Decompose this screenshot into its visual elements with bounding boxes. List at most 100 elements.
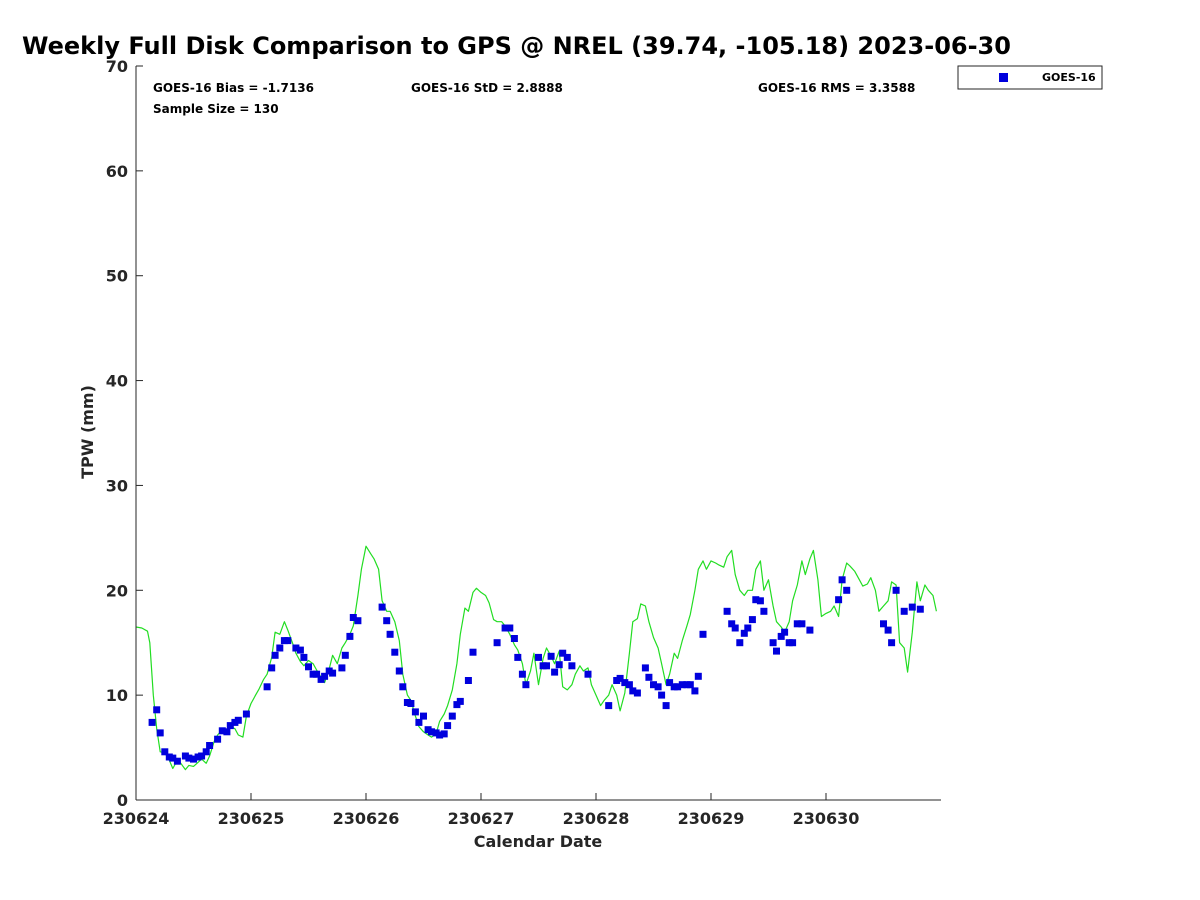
- goes-16-data-point: [633, 689, 641, 697]
- y-tick-label: 50: [106, 267, 128, 286]
- goes-16-data-point: [666, 679, 674, 687]
- goes-16-data-point: [436, 731, 444, 739]
- goes-16-data-point: [456, 697, 464, 705]
- x-tick-label: 230629: [678, 809, 745, 828]
- y-tick-label: 0: [117, 791, 128, 810]
- goes-16-data-point: [399, 683, 407, 691]
- goes-16-data-point: [173, 757, 181, 765]
- goes-16-data-point: [744, 624, 752, 632]
- goes-16-data-point: [444, 722, 452, 730]
- goes-16-data-point: [645, 673, 653, 681]
- goes-16-data-point: [420, 712, 427, 720]
- goes-16-data-point: [916, 605, 924, 613]
- goes-16-data-point: [338, 664, 346, 672]
- goes-16-data-point: [798, 620, 806, 628]
- goes-16-data-point: [740, 629, 748, 637]
- goes-16-data-point: [888, 639, 896, 647]
- goes-16-data-point: [650, 681, 657, 689]
- bias-stat: GOES-16 Bias = -1.7136: [153, 81, 314, 95]
- goes-16-marker-layer: [148, 576, 924, 765]
- goes-16-data-point: [263, 683, 271, 691]
- goes-16-data-point: [469, 648, 477, 656]
- legend: GOES-16: [957, 65, 1103, 90]
- y-axis-label: TPW (mm): [78, 385, 97, 479]
- goes-16-data-point: [654, 683, 662, 691]
- goes-16-data-point: [900, 607, 908, 615]
- goes-16-data-point: [559, 649, 567, 657]
- goes-16-data-point: [354, 617, 362, 625]
- goes-16-data-point: [880, 620, 887, 628]
- goes-16-data-point: [518, 670, 526, 678]
- goes-16-data-point: [543, 662, 550, 670]
- goes-16-data-point: [268, 664, 276, 672]
- goes-16-data-point: [428, 728, 435, 736]
- goes-16-data-point: [329, 669, 337, 677]
- x-axis-ticks: 230624 230625 230626 230627 230628 230629 2306…: [103, 793, 859, 828]
- goes-16-data-point: [568, 662, 576, 670]
- goes-16-data-point: [242, 710, 250, 718]
- goes-16-data-point: [777, 632, 785, 640]
- legend-goes-16-label: GOES-16: [1042, 71, 1096, 84]
- goes-16-data-point: [386, 630, 394, 638]
- goes-16-data-point: [781, 628, 789, 636]
- goes-16-data-point: [555, 661, 563, 669]
- goes-16-data-point: [621, 679, 629, 687]
- goes-16-data-point: [153, 706, 161, 714]
- chart-title: Weekly Full Disk Comparison to GPS @ NRE…: [22, 32, 1011, 60]
- x-tick-label: 230627: [448, 809, 515, 828]
- goes-16-data-point: [395, 667, 403, 675]
- goes-16-data-point: [736, 639, 744, 647]
- y-tick-label: 20: [106, 581, 128, 600]
- y-tick-label: 60: [106, 162, 128, 181]
- goes-16-data-point: [148, 718, 156, 726]
- goes-16-data-point: [300, 653, 308, 661]
- goes-16-data-point: [276, 644, 284, 652]
- x-tick-label: 230624: [103, 809, 170, 828]
- goes-16-data-point: [793, 620, 801, 628]
- goes-16-data-point: [506, 624, 514, 632]
- x-tick-label: 230628: [563, 809, 630, 828]
- goes-16-data-point: [563, 653, 571, 661]
- goes-16-data-point: [161, 748, 169, 756]
- goes-16-data-point: [605, 702, 613, 710]
- goes-16-data-point: [296, 646, 304, 654]
- goes-16-data-point: [752, 596, 760, 604]
- goes-16-data-point: [349, 614, 357, 621]
- goes-16-data-point: [769, 639, 777, 647]
- goes-16-data-point: [756, 597, 764, 605]
- goes-16-data-point: [341, 651, 349, 659]
- plot-area: [136, 66, 941, 799]
- goes-16-data-point: [658, 691, 666, 699]
- goes-16-data-point: [448, 712, 456, 720]
- goes-16-data-point: [551, 668, 559, 676]
- goes-16-data-point: [760, 607, 768, 615]
- goes-16-data-point: [206, 742, 214, 749]
- y-tick-label: 70: [106, 57, 128, 76]
- goes-16-data-point: [662, 702, 670, 710]
- x-tick-label: 230625: [218, 809, 285, 828]
- goes-16-data-point: [522, 681, 530, 689]
- goes-16-data-point: [415, 718, 423, 726]
- goes-16-data-point: [271, 651, 279, 659]
- goes-16-data-point: [629, 687, 637, 695]
- goes-16-data-point: [383, 617, 391, 625]
- y-tick-label: 40: [106, 372, 128, 391]
- goes-16-data-point: [493, 639, 501, 647]
- goes-16-data-point: [313, 670, 321, 678]
- goes-16-data-point: [440, 730, 448, 738]
- y-tick-label: 10: [106, 686, 128, 705]
- goes-16-data-point: [789, 639, 797, 647]
- goes-16-data-point: [686, 681, 694, 689]
- goes-16-data-point: [678, 681, 686, 689]
- goes-16-data-point: [378, 603, 386, 611]
- goes-16-data-point: [699, 630, 707, 638]
- goes-16-data-point: [169, 754, 177, 762]
- goes-16-data-point: [728, 620, 736, 628]
- x-tick-label: 230626: [333, 809, 400, 828]
- goes-16-data-point: [731, 624, 739, 632]
- goes-16-data-point: [547, 652, 555, 660]
- goes-16-data-point: [691, 687, 699, 695]
- goes-16-data-point: [843, 586, 851, 594]
- plot-frame: [136, 66, 941, 799]
